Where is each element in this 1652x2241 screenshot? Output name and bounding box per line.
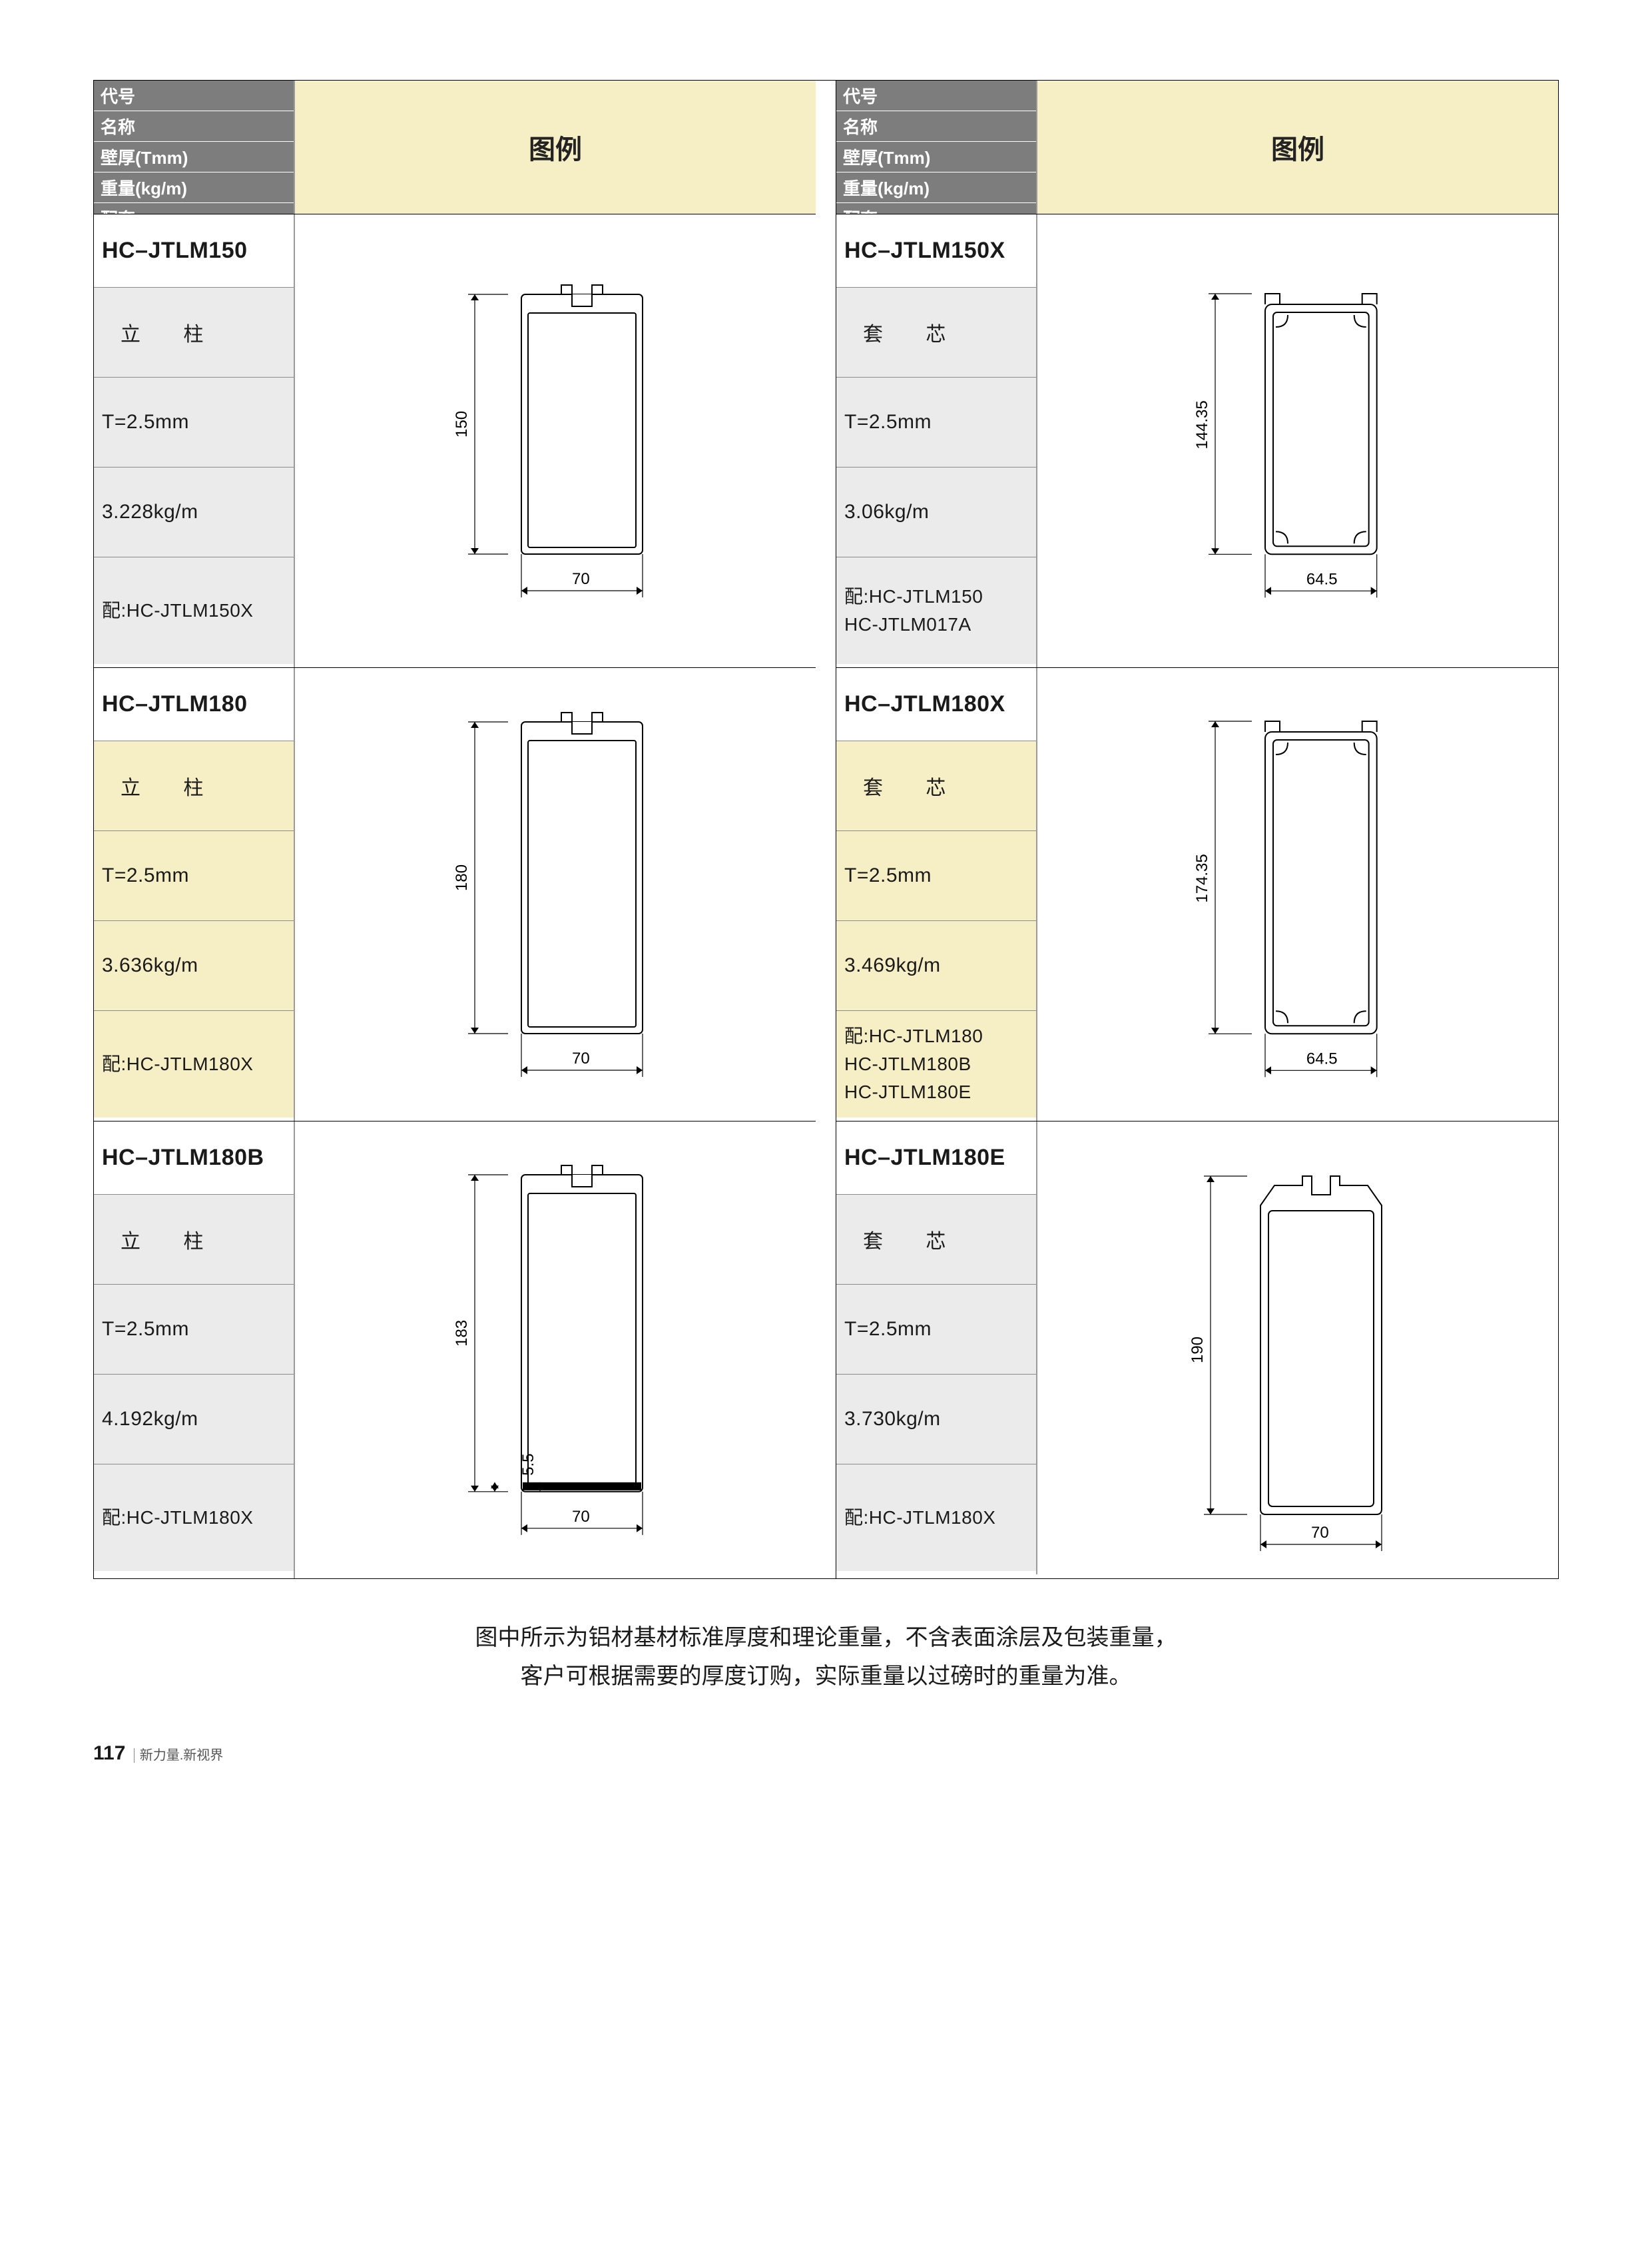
header-title: 图例 xyxy=(1036,81,1558,214)
spec-name: 立 柱 xyxy=(94,288,294,378)
svg-text:183: 183 xyxy=(453,1320,471,1347)
profile-diagram: 144.35 64.5 xyxy=(1165,268,1430,627)
header-label: 代号 xyxy=(836,81,1036,111)
page-number: 117 xyxy=(93,1742,125,1764)
spec-name: 套 芯 xyxy=(836,1195,1036,1285)
spec-name: 套 芯 xyxy=(836,741,1036,831)
diagram-cell: 174.35 64.5 xyxy=(1036,668,1558,1121)
profile-diagram: 190 70 xyxy=(1161,1149,1435,1561)
spec-thickness: T=2.5mm xyxy=(94,378,294,468)
spec-code: HC–JTLM180 xyxy=(94,668,294,741)
svg-text:64.5: 64.5 xyxy=(1306,1050,1338,1068)
profile-diagram: 180 70 xyxy=(428,695,683,1107)
product-specs: HC–JTLM180 立 柱 T=2.5mm 3.636kg/m 配:HC-JT… xyxy=(94,668,294,1121)
spec-weight: 3.06kg/m xyxy=(836,468,1036,557)
product-row: HC–JTLM150 立 柱 T=2.5mm 3.228kg/m 配:HC-JT… xyxy=(94,214,816,667)
spec-pair: 配:HC-JTLM150X xyxy=(94,557,294,664)
diagram-cell: 150 70 xyxy=(294,214,816,667)
spec-name: 立 柱 xyxy=(94,741,294,831)
product-row: HC–JTLM150X 套 芯 T=2.5mm 3.06kg/m 配:HC-JT… xyxy=(836,214,1558,667)
svg-text:150: 150 xyxy=(453,411,471,438)
spec-thickness: T=2.5mm xyxy=(836,378,1036,468)
spec-weight: 3.228kg/m xyxy=(94,468,294,557)
footnote: 图中所示为铝材基材标准厚度和理论重量，不含表面涂层及包装重量，客户可根据需要的厚… xyxy=(93,1619,1559,1696)
svg-text:174.35: 174.35 xyxy=(1193,854,1211,902)
header-labels: 代号名称壁厚(Tmm)重量(kg/m)配套 xyxy=(836,81,1036,214)
product-specs: HC–JTLM150 立 柱 T=2.5mm 3.228kg/m 配:HC-JT… xyxy=(94,214,294,667)
product-row: HC–JTLM180 立 柱 T=2.5mm 3.636kg/m 配:HC-JT… xyxy=(94,667,816,1121)
product-specs: HC–JTLM150X 套 芯 T=2.5mm 3.06kg/m 配:HC-JT… xyxy=(836,214,1036,667)
spec-weight: 3.730kg/m xyxy=(836,1375,1036,1464)
header-label: 名称 xyxy=(836,111,1036,142)
svg-text:70: 70 xyxy=(572,1508,590,1526)
svg-text:70: 70 xyxy=(572,570,590,588)
spec-pair: 配:HC-JTLM180X xyxy=(836,1464,1036,1571)
spec-code: HC–JTLM180B xyxy=(94,1121,294,1195)
product-row: HC–JTLM180X 套 芯 T=2.5mm 3.469kg/m 配:HC-J… xyxy=(836,667,1558,1121)
spec-name: 套 芯 xyxy=(836,288,1036,378)
profile-diagram: 150 70 xyxy=(428,268,683,627)
spec-pair: 配:HC-JTLM180 HC-JTLM180B HC-JTLM180E xyxy=(836,1011,1036,1118)
product-row: HC–JTLM180B 立 柱 T=2.5mm 4.192kg/m 配:HC-J… xyxy=(94,1121,816,1578)
spec-thickness: T=2.5mm xyxy=(94,831,294,921)
catalog-table: 代号名称壁厚(Tmm)重量(kg/m)配套图例 HC–JTLM150 立 柱 T… xyxy=(93,80,1559,1579)
catalog-column: 代号名称壁厚(Tmm)重量(kg/m)配套图例 HC–JTLM150X 套 芯 … xyxy=(836,81,1558,1578)
spec-weight: 4.192kg/m xyxy=(94,1375,294,1464)
spec-code: HC–JTLM150 xyxy=(94,214,294,288)
product-row: HC–JTLM180E 套 芯 T=2.5mm 3.730kg/m 配:HC-J… xyxy=(836,1121,1558,1574)
spec-weight: 3.636kg/m xyxy=(94,921,294,1011)
header-label: 壁厚(Tmm) xyxy=(94,142,294,172)
spec-weight: 3.469kg/m xyxy=(836,921,1036,1011)
column-header: 代号名称壁厚(Tmm)重量(kg/m)配套图例 xyxy=(94,81,816,214)
svg-text:144.35: 144.35 xyxy=(1193,400,1211,449)
spec-pair: 配:HC-JTLM180X xyxy=(94,1011,294,1118)
spec-thickness: T=2.5mm xyxy=(836,1285,1036,1375)
header-labels: 代号名称壁厚(Tmm)重量(kg/m)配套 xyxy=(94,81,294,214)
header-label: 壁厚(Tmm) xyxy=(836,142,1036,172)
svg-text:5.5: 5.5 xyxy=(519,1453,537,1475)
profile-diagram: 5.5 183 70 xyxy=(428,1148,683,1565)
header-title: 图例 xyxy=(294,81,816,214)
spec-thickness: T=2.5mm xyxy=(836,831,1036,921)
spec-name: 立 柱 xyxy=(94,1195,294,1285)
header-label: 重量(kg/m) xyxy=(94,172,294,203)
spec-code: HC–JTLM180E xyxy=(836,1121,1036,1195)
svg-text:64.5: 64.5 xyxy=(1306,570,1338,588)
diagram-cell: 144.35 64.5 xyxy=(1036,214,1558,667)
spec-code: HC–JTLM150X xyxy=(836,214,1036,288)
page-caption: 新力量.新视界 xyxy=(134,1748,224,1763)
header-label: 名称 xyxy=(94,111,294,142)
diagram-cell: 190 70 xyxy=(1036,1121,1558,1574)
spec-pair: 配:HC-JTLM180X xyxy=(94,1464,294,1571)
spec-pair: 配:HC-JTLM150 HC-JTLM017A xyxy=(836,557,1036,664)
diagram-cell: 5.5 183 70 xyxy=(294,1121,816,1578)
svg-text:70: 70 xyxy=(572,1050,590,1068)
product-specs: HC–JTLM180E 套 芯 T=2.5mm 3.730kg/m 配:HC-J… xyxy=(836,1121,1036,1574)
profile-diagram: 174.35 64.5 xyxy=(1165,695,1430,1107)
page-footer: 117 新力量.新视界 xyxy=(93,1742,1559,1765)
column-header: 代号名称壁厚(Tmm)重量(kg/m)配套图例 xyxy=(836,81,1558,214)
spec-thickness: T=2.5mm xyxy=(94,1285,294,1375)
header-label: 代号 xyxy=(94,81,294,111)
header-label: 重量(kg/m) xyxy=(836,172,1036,203)
svg-text:70: 70 xyxy=(1311,1524,1329,1542)
svg-text:190: 190 xyxy=(1189,1336,1207,1363)
product-specs: HC–JTLM180B 立 柱 T=2.5mm 4.192kg/m 配:HC-J… xyxy=(94,1121,294,1578)
diagram-cell: 180 70 xyxy=(294,668,816,1121)
product-specs: HC–JTLM180X 套 芯 T=2.5mm 3.469kg/m 配:HC-J… xyxy=(836,668,1036,1121)
spec-code: HC–JTLM180X xyxy=(836,668,1036,741)
catalog-column: 代号名称壁厚(Tmm)重量(kg/m)配套图例 HC–JTLM150 立 柱 T… xyxy=(94,81,816,1578)
svg-text:180: 180 xyxy=(453,864,471,891)
